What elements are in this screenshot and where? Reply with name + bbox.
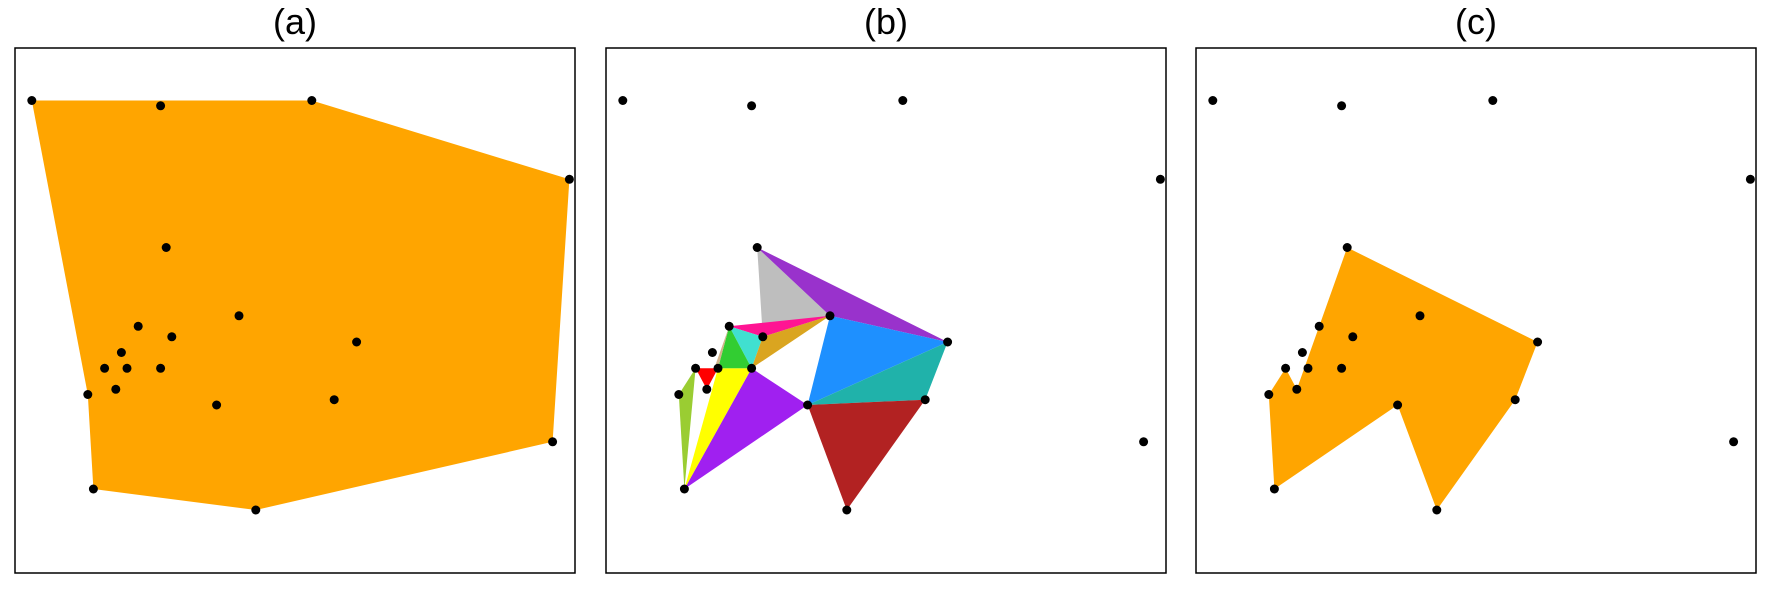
data-point — [161, 243, 171, 252]
data-point — [1432, 505, 1442, 515]
data-point — [898, 96, 908, 105]
panel-a-points — [27, 96, 574, 515]
data-point — [251, 505, 261, 515]
data-point — [1337, 363, 1347, 373]
data-point — [156, 363, 166, 373]
data-point — [116, 348, 126, 357]
data-point — [1488, 96, 1498, 105]
panel-c-frame — [1195, 47, 1757, 574]
data-point — [1342, 243, 1352, 252]
data-point — [1533, 337, 1543, 347]
triangle-13 — [695, 368, 718, 390]
panel-a: (a) — [14, 1, 576, 574]
panel-c: (c) — [1195, 1, 1757, 574]
panel-b-frame — [605, 47, 1167, 574]
triangle-9 — [684, 368, 808, 489]
data-point — [1729, 437, 1739, 447]
data-point — [752, 243, 762, 252]
data-point — [747, 363, 757, 373]
data-point — [674, 390, 684, 399]
triangle-5 — [807, 315, 948, 405]
data-point — [825, 311, 835, 321]
triangle-4 — [751, 315, 830, 369]
data-point — [1745, 174, 1755, 184]
triangle-11 — [718, 326, 752, 369]
data-point — [133, 321, 143, 331]
data-point — [803, 400, 813, 410]
data-point — [307, 96, 317, 105]
data-point — [100, 363, 110, 373]
panel-b-points — [618, 96, 1165, 515]
triangle-10 — [684, 368, 752, 489]
data-point — [1269, 484, 1279, 494]
convex-hull-region — [31, 100, 570, 510]
data-point — [842, 505, 852, 515]
panel-b: (b) — [605, 1, 1167, 574]
triangle-0 — [757, 247, 830, 337]
data-point — [1264, 390, 1274, 399]
data-point — [618, 96, 628, 105]
data-point — [564, 174, 574, 184]
data-point — [1281, 363, 1291, 373]
data-point — [758, 332, 768, 342]
data-point — [679, 484, 689, 494]
triangle-6 — [807, 342, 948, 405]
data-point — [707, 348, 717, 357]
data-point — [1337, 101, 1347, 111]
panel-c-points — [1208, 96, 1755, 515]
data-point — [1314, 321, 1324, 331]
data-point — [1208, 96, 1218, 105]
data-point — [1292, 384, 1302, 394]
data-point — [943, 337, 953, 347]
data-point — [724, 321, 734, 331]
data-point — [702, 384, 712, 394]
data-point — [1297, 348, 1307, 357]
data-point — [122, 363, 132, 373]
data-point — [234, 311, 244, 321]
triangle-14 — [678, 368, 696, 489]
data-point — [352, 337, 362, 347]
data-point — [167, 332, 177, 342]
data-point — [1510, 395, 1520, 405]
panel-a-shading — [31, 100, 570, 510]
data-point — [920, 395, 930, 405]
data-point — [747, 101, 757, 111]
triangle-2 — [729, 315, 830, 337]
panel-a-frame — [14, 47, 576, 574]
panel-c-title: (c) — [1455, 1, 1497, 42]
data-point — [111, 384, 121, 394]
panel-a-title: (a) — [273, 1, 317, 42]
data-point — [1155, 174, 1165, 184]
triangle-8 — [807, 399, 926, 510]
data-point — [713, 363, 723, 373]
data-point — [1139, 437, 1149, 447]
triangle-3 — [729, 326, 763, 369]
data-point — [1303, 363, 1313, 373]
data-point — [548, 437, 558, 447]
panel-b-shading — [678, 247, 948, 510]
data-point — [27, 96, 37, 105]
data-point — [329, 395, 339, 405]
panel-c-shading — [1268, 247, 1538, 510]
data-point — [1393, 400, 1403, 410]
data-point — [156, 101, 166, 111]
data-point — [691, 363, 701, 373]
data-point — [88, 484, 98, 494]
panel-b-title: (b) — [864, 1, 908, 42]
polygon-region — [1268, 247, 1538, 510]
data-point — [83, 390, 93, 399]
data-point — [212, 400, 222, 410]
data-point — [1348, 332, 1358, 342]
data-point — [1415, 311, 1425, 321]
triangle-1 — [757, 247, 948, 342]
